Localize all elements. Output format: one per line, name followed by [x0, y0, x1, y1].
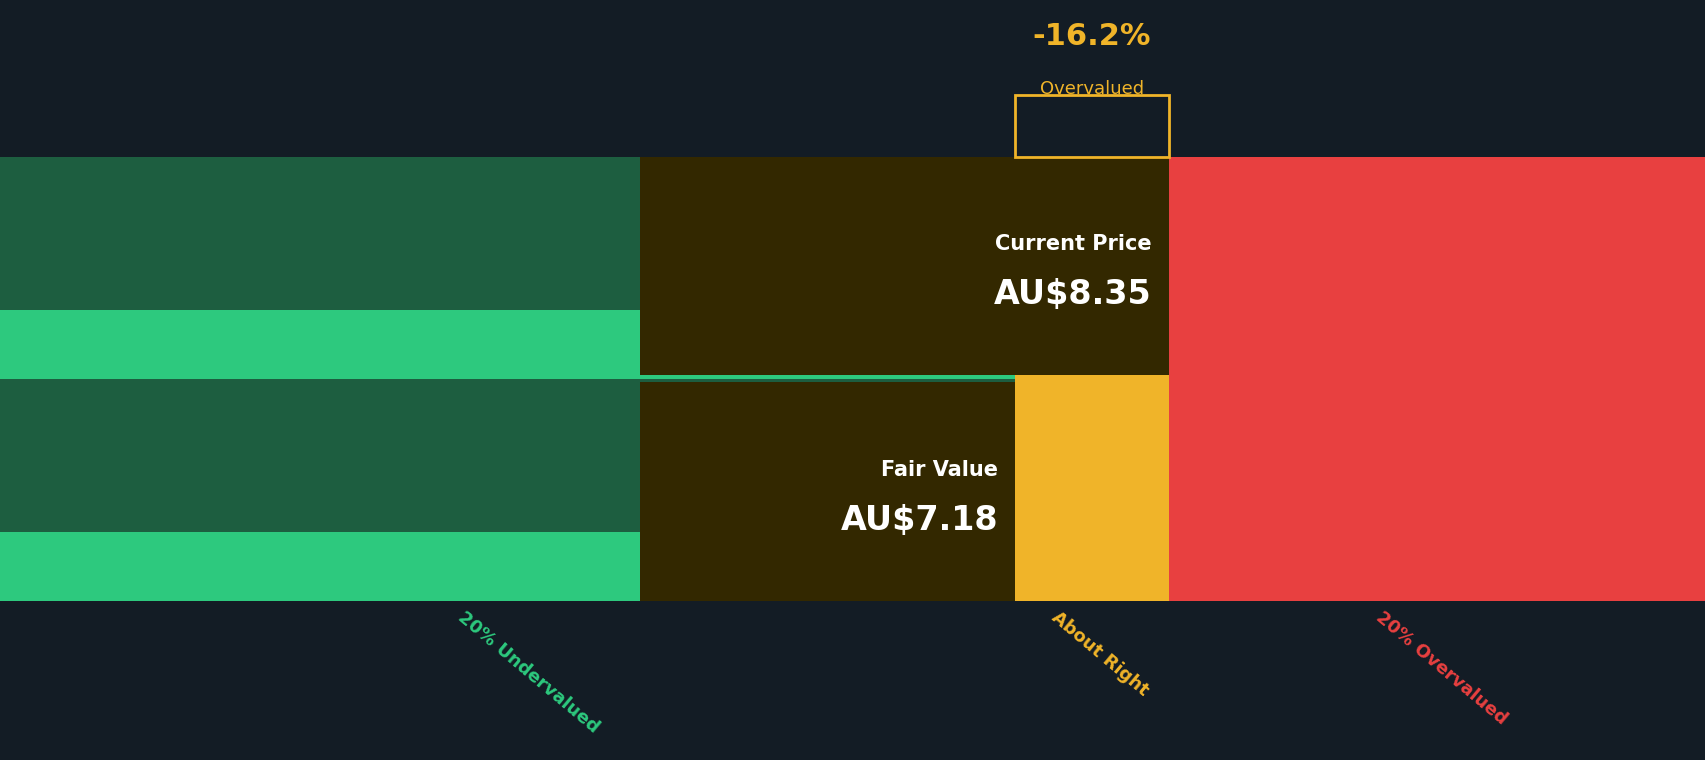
- Text: About Right: About Right: [1049, 608, 1151, 699]
- Bar: [1014, 157, 1168, 601]
- Bar: [0, 378, 1014, 532]
- Text: Current Price: Current Price: [994, 234, 1151, 254]
- Text: AU$7.18: AU$7.18: [841, 504, 997, 537]
- Bar: [0, 157, 1014, 310]
- Bar: [639, 157, 1168, 375]
- Text: Fair Value: Fair Value: [880, 460, 997, 480]
- Text: AU$8.35: AU$8.35: [994, 278, 1151, 312]
- Bar: [639, 382, 1014, 601]
- Text: 20% Undervalued: 20% Undervalued: [455, 608, 602, 736]
- Text: Overvalued: Overvalued: [1038, 80, 1144, 98]
- Text: -16.2%: -16.2%: [1032, 22, 1151, 51]
- Bar: [0, 310, 1014, 378]
- Bar: [0, 532, 1014, 601]
- Bar: [1168, 157, 1705, 601]
- Bar: [1014, 95, 1168, 157]
- Text: 20% Overvalued: 20% Overvalued: [1373, 608, 1509, 728]
